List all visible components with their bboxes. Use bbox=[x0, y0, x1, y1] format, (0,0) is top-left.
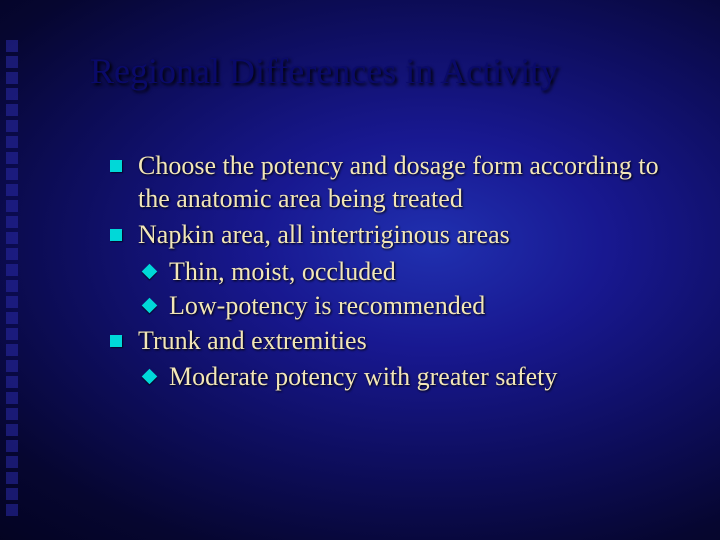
decor-square bbox=[6, 280, 18, 292]
decor-square bbox=[6, 472, 18, 484]
diamond-bullet-icon bbox=[142, 298, 158, 314]
decor-square bbox=[6, 344, 18, 356]
bullet-level-1: Choose the potency and dosage form accor… bbox=[110, 150, 680, 215]
decor-square bbox=[6, 488, 18, 500]
square-bullet-icon bbox=[110, 229, 122, 241]
decor-square bbox=[6, 184, 18, 196]
decor-square bbox=[6, 88, 18, 100]
decor-square bbox=[6, 216, 18, 228]
bullet-text: Choose the potency and dosage form accor… bbox=[138, 150, 680, 215]
diamond-bullet-icon bbox=[142, 263, 158, 279]
decor-square bbox=[6, 312, 18, 324]
decor-square bbox=[6, 152, 18, 164]
decor-square bbox=[6, 440, 18, 452]
decor-square bbox=[6, 408, 18, 420]
bullet-level-2: Low-potency is recommended bbox=[144, 290, 680, 323]
decor-square bbox=[6, 248, 18, 260]
decor-square bbox=[6, 136, 18, 148]
slide: Regional Differences in Activity Choose … bbox=[0, 0, 720, 540]
square-bullet-icon bbox=[110, 335, 122, 347]
decor-square bbox=[6, 376, 18, 388]
decor-square bbox=[6, 40, 18, 52]
decor-square bbox=[6, 104, 18, 116]
decor-square bbox=[6, 72, 18, 84]
decor-square bbox=[6, 360, 18, 372]
bullet-level-2: Thin, moist, occluded bbox=[144, 256, 680, 289]
square-bullet-icon bbox=[110, 160, 122, 172]
decor-square bbox=[6, 120, 18, 132]
decor-square bbox=[6, 456, 18, 468]
decor-square bbox=[6, 424, 18, 436]
bullet-text: Napkin area, all intertriginous areas bbox=[138, 219, 680, 252]
decor-square bbox=[6, 200, 18, 212]
bullet-level-1: Napkin area, all intertriginous areas bbox=[110, 219, 680, 252]
decor-square bbox=[6, 392, 18, 404]
decor-square bbox=[6, 56, 18, 68]
decor-square bbox=[6, 296, 18, 308]
sub-bullet-text: Thin, moist, occluded bbox=[169, 256, 680, 289]
decor-square bbox=[6, 168, 18, 180]
decor-square bbox=[6, 232, 18, 244]
bullet-level-1: Trunk and extremities bbox=[110, 325, 680, 358]
slide-title: Regional Differences in Activity bbox=[90, 50, 680, 92]
diamond-bullet-icon bbox=[142, 369, 158, 385]
bullet-level-2: Moderate potency with greater safety bbox=[144, 361, 680, 394]
decor-square bbox=[6, 328, 18, 340]
left-decor-column bbox=[6, 40, 20, 520]
decor-square bbox=[6, 504, 18, 516]
slide-body: Choose the potency and dosage form accor… bbox=[110, 150, 680, 396]
decor-square bbox=[6, 264, 18, 276]
sub-bullet-text: Moderate potency with greater safety bbox=[169, 361, 680, 394]
sub-bullet-text: Low-potency is recommended bbox=[169, 290, 680, 323]
bullet-text: Trunk and extremities bbox=[138, 325, 680, 358]
